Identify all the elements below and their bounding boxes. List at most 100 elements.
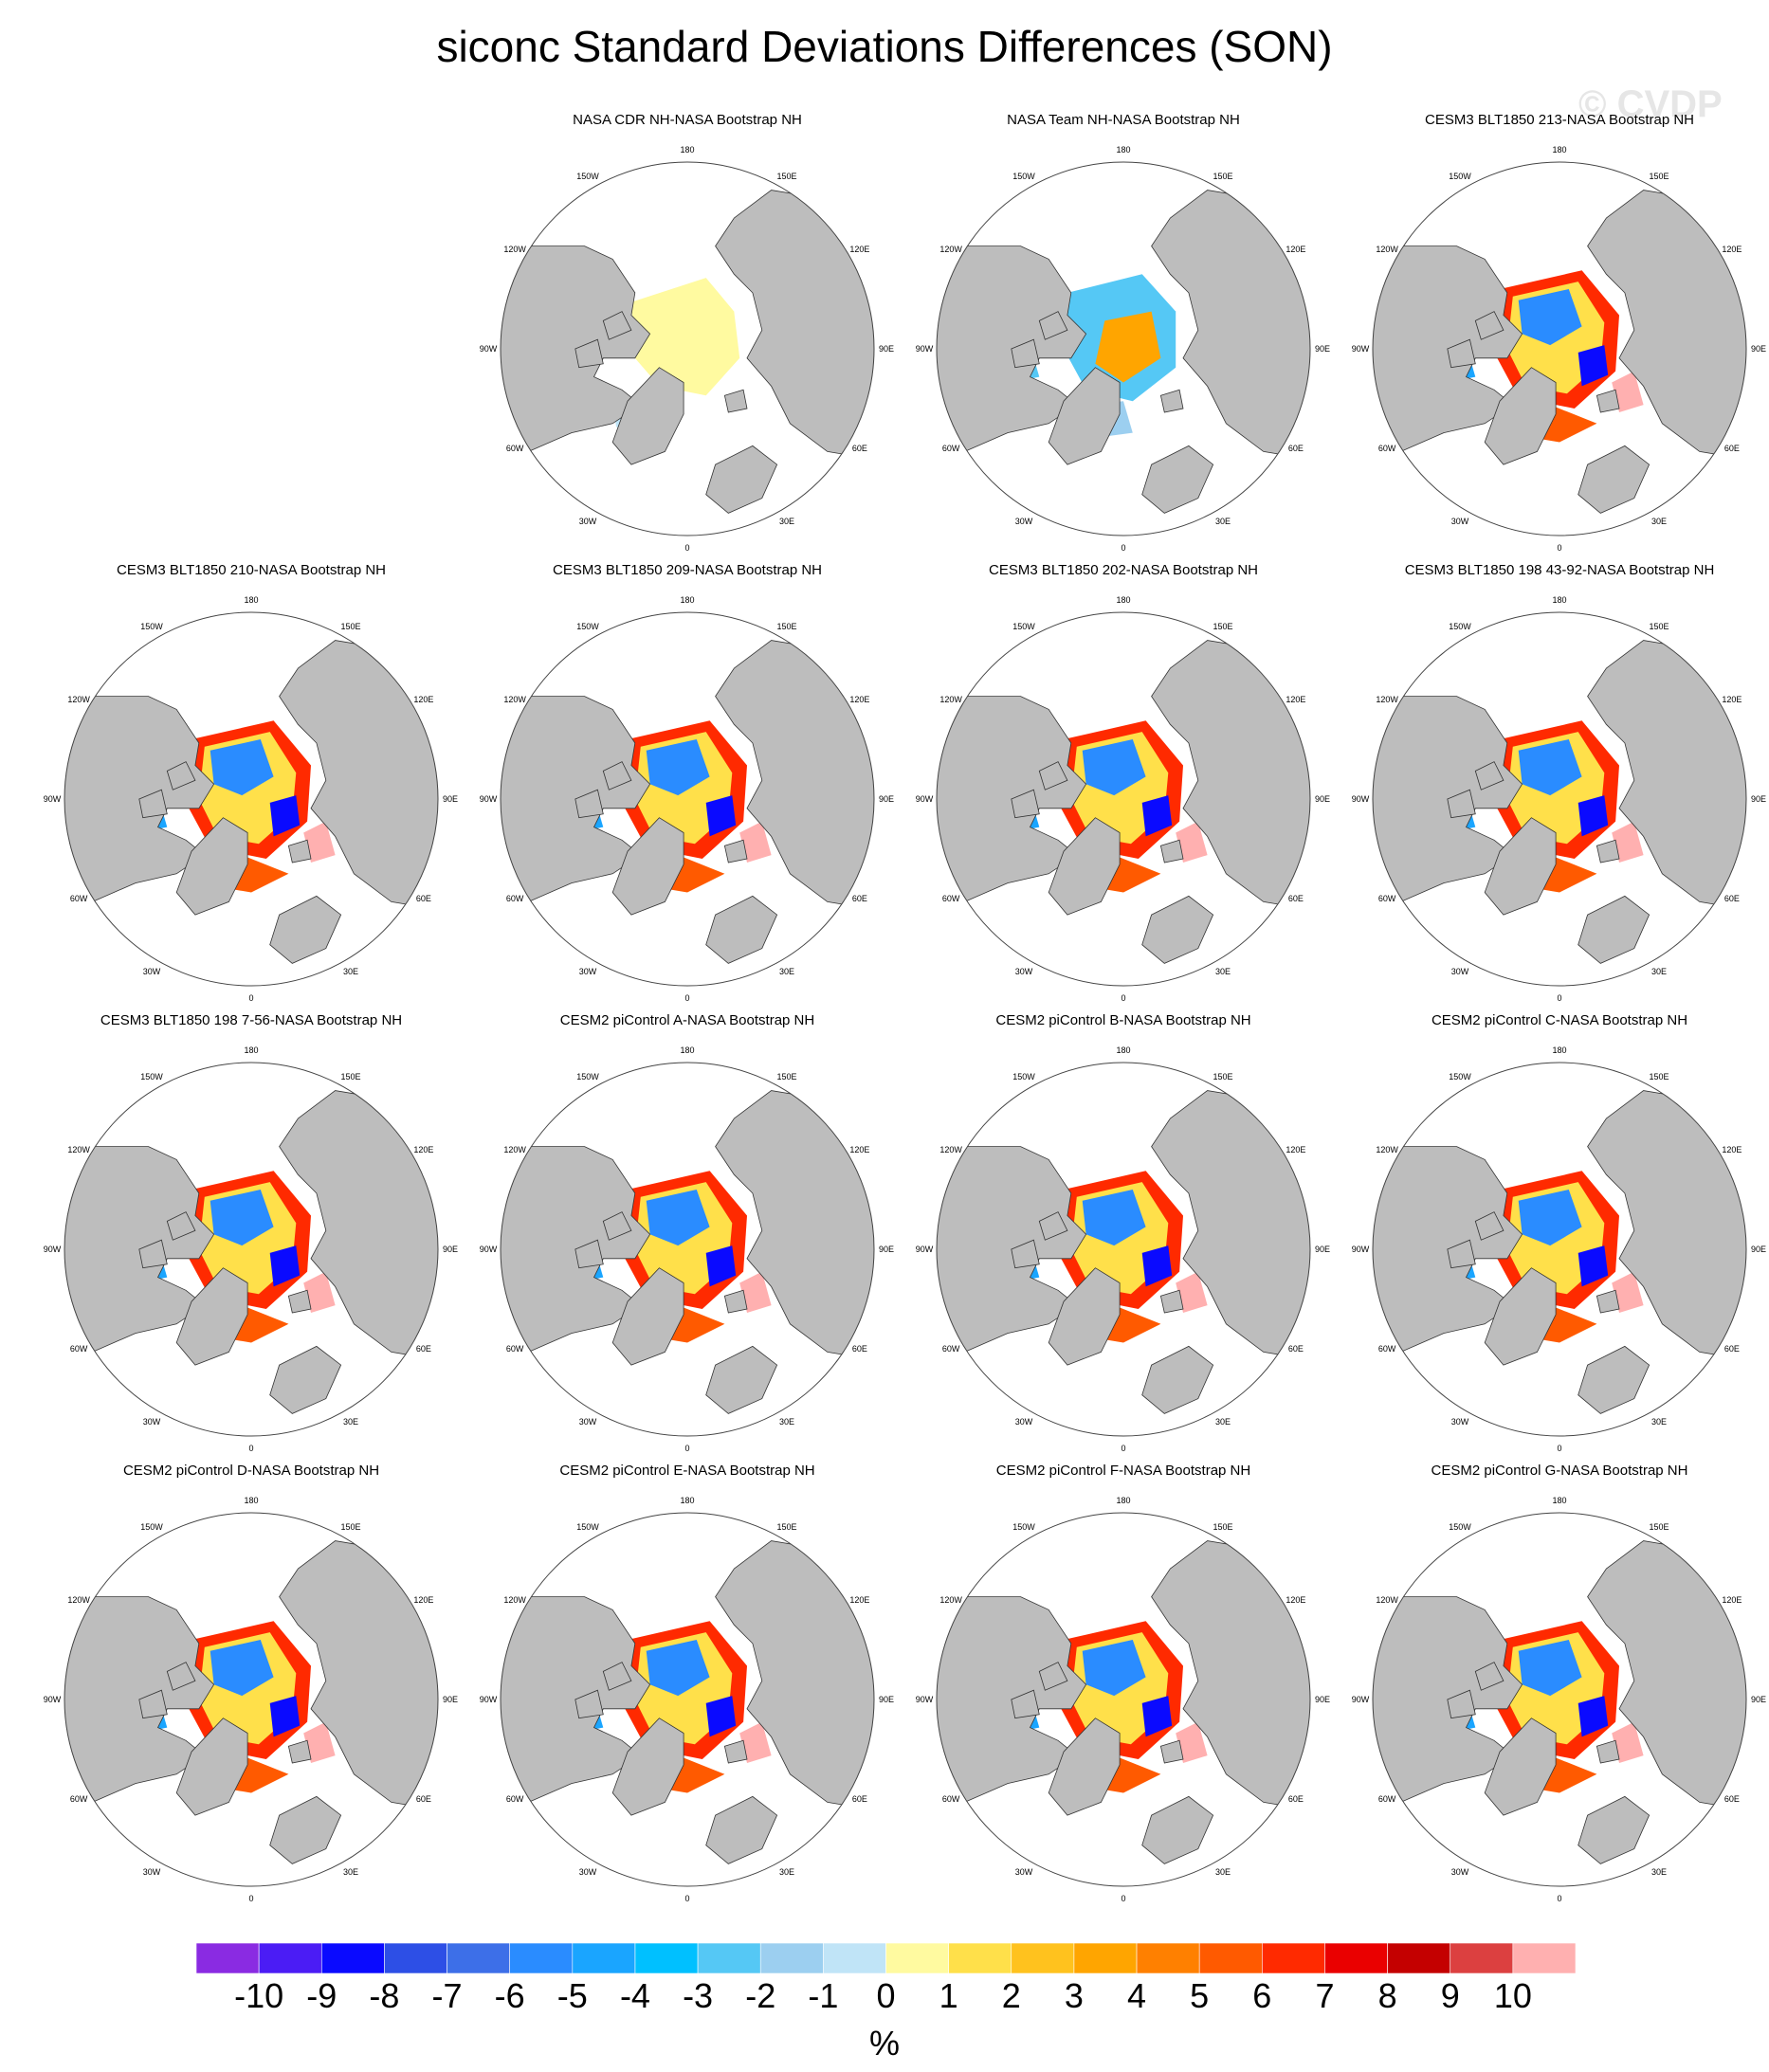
longitude-label: 60W: [942, 894, 960, 903]
land-mass: [1596, 839, 1620, 863]
longitude-label: 180: [1116, 595, 1130, 605]
longitude-label: 180: [1552, 595, 1566, 605]
land-mass: [1011, 338, 1040, 369]
longitude-label: 180: [1116, 145, 1130, 154]
longitude-label: 60E: [416, 1344, 431, 1354]
colorbar-swatch: [1512, 1943, 1576, 1973]
ice-anomaly-region: [1578, 345, 1609, 387]
colorbar-swatch: [759, 1943, 824, 1973]
land-mass: [501, 696, 651, 902]
longitude-label: 0: [1557, 1894, 1561, 1903]
map-border: [64, 1062, 439, 1437]
land-mass: [574, 789, 604, 819]
map-panel: CESM2 piControl G-NASA Bootstrap NH 180 15…: [1351, 1463, 1768, 1903]
land-mass: [1159, 1739, 1184, 1764]
longitude-label: 90W: [480, 794, 498, 804]
land-mass: [1048, 367, 1121, 465]
land-mass: [611, 367, 684, 465]
watermark-text: © CVDP: [1578, 83, 1723, 125]
ice-anomaly-region: [1141, 1245, 1173, 1287]
colorbar-tick-label: 4: [1127, 1976, 1147, 2015]
land-mass: [705, 445, 778, 514]
ice-anomaly-region: [210, 739, 274, 796]
longitude-label: 120E: [1286, 1595, 1305, 1605]
longitude-label: 150W: [1449, 1522, 1471, 1532]
map-border: [500, 611, 875, 987]
colorbar-tick-label: -8: [369, 1976, 400, 2015]
longitude-label: 30W: [579, 1867, 597, 1877]
longitude-label: 60E: [852, 1794, 867, 1804]
longitude-label: 0: [1121, 1894, 1125, 1903]
longitude-label: 180: [680, 145, 694, 154]
land-mass: [166, 761, 196, 791]
longitude-label: 90E: [1315, 794, 1330, 804]
longitude-label: 60E: [1288, 1344, 1304, 1354]
longitude-label: 150W: [140, 622, 163, 631]
longitude-label: 180: [1552, 1045, 1566, 1055]
map-border: [936, 611, 1311, 987]
longitude-label: 180: [1552, 1496, 1566, 1505]
longitude-label: 90E: [443, 794, 458, 804]
map-border: [500, 1512, 875, 1887]
longitude-label: 30E: [779, 517, 794, 526]
ice-anomaly-region: [1082, 739, 1146, 796]
map-border: [1372, 161, 1747, 536]
ice-anomaly-region: [303, 821, 336, 863]
ice-anomaly-region: [646, 739, 710, 796]
longitude-label: 150W: [1012, 622, 1035, 631]
longitude-label: 120W: [503, 1145, 526, 1154]
longitude-label: 150W: [1449, 622, 1471, 631]
longitude-label: 90E: [879, 1245, 894, 1254]
land-mass: [64, 1146, 215, 1353]
longitude-label: 120E: [1286, 1145, 1305, 1154]
longitude-label: 90E: [879, 344, 894, 354]
longitude-label: 30E: [1215, 1417, 1231, 1427]
land-mass: [574, 338, 604, 369]
longitude-label: 120E: [1722, 1595, 1742, 1605]
longitude-label: 120W: [1376, 1595, 1398, 1605]
longitude-label: 150E: [1649, 1072, 1669, 1081]
longitude-label: 0: [1121, 543, 1125, 553]
land-mass: [175, 817, 248, 916]
colorbar-tick-label: -9: [306, 1976, 337, 2015]
land-mass: [705, 1345, 778, 1414]
ice-anomaly-region: [739, 1271, 772, 1313]
land-mass: [501, 1146, 651, 1353]
longitude-label: 150E: [1213, 622, 1232, 631]
longitude-label: 30E: [1651, 1417, 1667, 1427]
longitude-label: 30E: [343, 1417, 358, 1427]
longitude-label: 30E: [1215, 517, 1231, 526]
longitude-label: 90W: [44, 794, 62, 804]
longitude-label: 150W: [576, 1072, 599, 1081]
longitude-label: 120E: [1286, 695, 1305, 704]
land-mass: [1038, 311, 1068, 340]
longitude-label: 90W: [916, 1245, 934, 1254]
longitude-label: 0: [684, 1894, 689, 1903]
land-mass: [1484, 367, 1557, 465]
land-mass: [1578, 1345, 1650, 1414]
ice-anomaly-region: [269, 1245, 301, 1287]
ice-anomaly-region: [1612, 821, 1644, 863]
longitude-label: 30E: [343, 967, 358, 976]
colorbar-swatch: [1011, 1943, 1075, 1973]
ice-anomaly-region: [1082, 1640, 1146, 1697]
longitude-label: 90E: [1751, 344, 1766, 354]
land-mass: [1373, 245, 1523, 452]
longitude-label: 90W: [1352, 794, 1370, 804]
land-mass: [1474, 1211, 1505, 1241]
land-mass: [1578, 895, 1650, 964]
longitude-label: 30W: [1451, 1867, 1469, 1877]
longitude-label: 120W: [939, 245, 962, 254]
land-mass: [1048, 1718, 1121, 1816]
ice-anomaly-region: [1612, 1721, 1644, 1763]
polar-map: 180 150E 120E 90E 60E 30E 0 30W 60W 90W 120W 150W: [916, 145, 1330, 553]
land-mass: [937, 1146, 1087, 1353]
land-mass: [1596, 1739, 1620, 1764]
ice-anomaly-region: [1578, 1696, 1609, 1737]
ice-anomaly-region: [646, 1190, 710, 1246]
land-mass: [1141, 1345, 1214, 1414]
longitude-label: 120E: [849, 695, 869, 704]
longitude-label: 120W: [503, 245, 526, 254]
ice-anomaly-region: [1518, 739, 1582, 796]
longitude-label: 180: [244, 1045, 258, 1055]
